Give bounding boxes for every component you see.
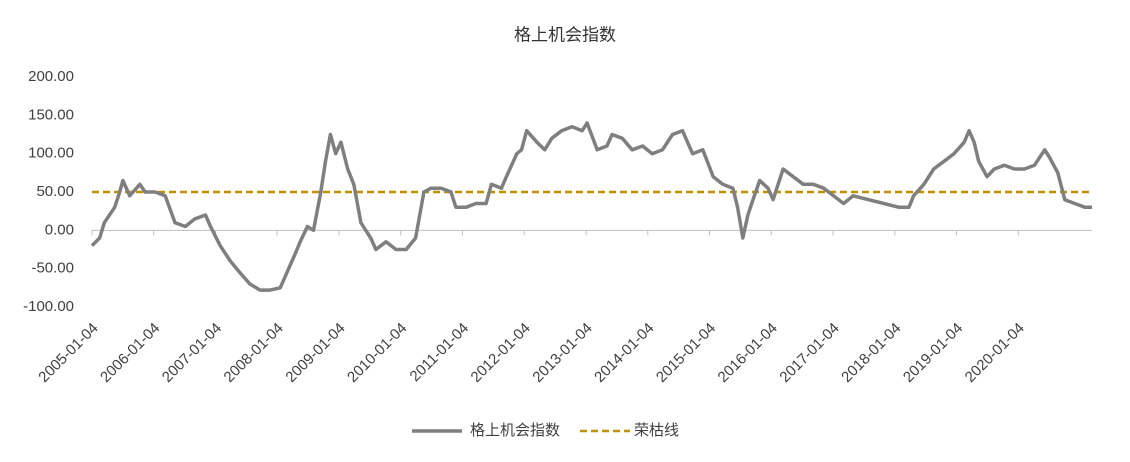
x-tick-label: 2013-01-04: [529, 320, 595, 386]
legend-label: 格上机会指数: [470, 422, 560, 439]
x-tick-label: 2010-01-04: [344, 320, 410, 386]
x-tick-label: 2008-01-04: [221, 320, 287, 386]
y-tick-label: 0.00: [45, 221, 74, 238]
y-tick-label: -100.00: [23, 298, 74, 315]
y-tick-label: 200.00: [28, 68, 74, 85]
x-tick-label: 2005-01-04: [35, 320, 101, 386]
chart-title: 格上机会指数: [514, 25, 616, 44]
y-tick-label: 150.00: [28, 106, 74, 123]
x-tick-label: 2011-01-04: [407, 320, 472, 385]
x-tick-label: 2020-01-04: [962, 320, 1028, 386]
legend-label: 荣枯线: [634, 422, 679, 439]
x-tick-label: 2018-01-04: [838, 320, 904, 386]
x-tick-label: 2014-01-04: [591, 320, 657, 386]
x-tick-label: 2009-01-04: [282, 320, 348, 386]
x-tick-label: 2012-01-04: [468, 320, 534, 386]
y-tick-label: -50.00: [31, 260, 74, 277]
x-tick-label: 2006-01-04: [97, 320, 163, 386]
x-tick-label: 2016-01-04: [715, 320, 781, 386]
x-tick-label: 2019-01-04: [900, 320, 966, 386]
data-line: [90, 121, 1092, 292]
x-tick-label: 2007-01-04: [159, 320, 225, 386]
y-tick-label: 100.00: [28, 145, 74, 162]
x-tick-label: 2017-01-04: [776, 320, 842, 386]
y-tick-label: 50.00: [36, 183, 74, 200]
x-tick-label: 2015-01-04: [653, 320, 719, 386]
